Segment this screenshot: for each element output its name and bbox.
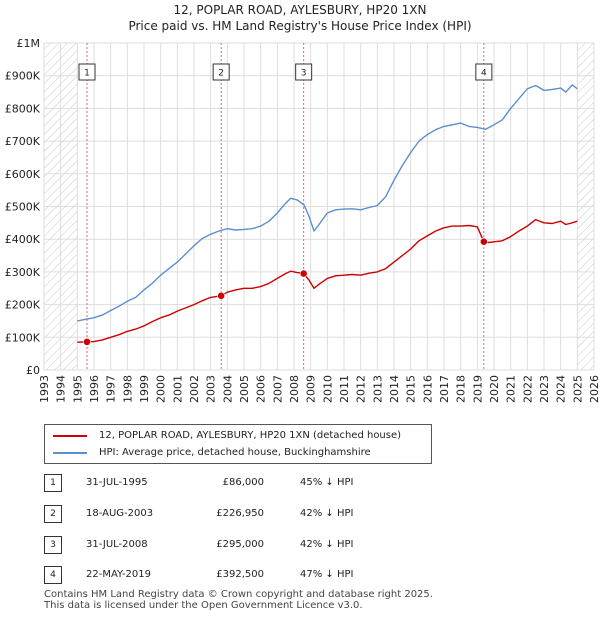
legend-label-property: 12, POPLAR ROAD, AYLESBURY, HP20 1XN (de… (99, 430, 402, 441)
x-tick-label: 2019 (471, 375, 484, 403)
x-tick-label: 2011 (338, 375, 351, 403)
sale-label-number: 2 (218, 69, 224, 79)
x-tick-label: 2010 (321, 375, 334, 403)
sale-price: £392,500 (216, 569, 264, 580)
x-tick-label: 2000 (155, 375, 168, 403)
y-tick-label: £400K (5, 233, 41, 246)
sale-price: £86,000 (222, 477, 264, 488)
x-tick-label: 2014 (388, 375, 401, 403)
y-tick-label: £0 (26, 364, 40, 377)
sale-date: 22-MAY-2019 (86, 569, 152, 580)
x-tick-label: 2025 (571, 375, 584, 403)
x-tick-label: 2018 (455, 375, 468, 403)
x-tick-label: 1997 (105, 375, 118, 403)
sale-number-badge: 4 (44, 566, 62, 584)
sale-hpi-diff: 42% ↓ HPI (300, 508, 354, 519)
footer-copyright: Contains HM Land Registry data © Crown c… (44, 589, 433, 600)
sale-label-box (212, 63, 230, 81)
chart-subtitle: Price paid vs. HM Land Registry's House … (128, 19, 472, 33)
y-tick-label: £1M (17, 37, 41, 50)
sale-point (217, 291, 226, 300)
x-tick-label: 2012 (355, 375, 368, 403)
y-tick-label: £200K (5, 299, 41, 312)
x-tick-label: 2023 (538, 375, 551, 403)
y-tick-label: £900K (5, 70, 41, 83)
sale-label-box (78, 63, 96, 81)
x-tick-label: 1993 (38, 375, 51, 403)
sale-price: £295,000 (216, 539, 264, 550)
footer-licence: This data is licensed under the Open Gov… (44, 600, 363, 611)
x-tick-label: 2003 (205, 375, 218, 403)
x-tick-label: 1994 (55, 375, 68, 403)
sale-hpi-diff: 47% ↓ HPI (300, 569, 354, 580)
sale-label-number: 1 (84, 69, 90, 79)
sale-hpi-diff: 45% ↓ HPI (300, 477, 354, 488)
y-tick-label: £600K (5, 168, 41, 181)
sale-point (83, 337, 91, 346)
legend-swatch-hpi (53, 452, 87, 454)
x-tick-label: 2016 (421, 375, 434, 403)
x-tick-label: 2024 (555, 375, 568, 403)
property-price-line (77, 218, 578, 343)
x-tick-label: 2021 (505, 375, 518, 403)
x-tick-label: 1998 (121, 375, 134, 403)
x-tick-label: 2022 (521, 375, 534, 403)
sale-number-badge: 1 (44, 474, 62, 492)
x-tick-label: 2001 (171, 375, 184, 403)
sale-label-number: 4 (481, 69, 487, 79)
x-tick-label: 2008 (288, 375, 301, 403)
legend-swatch-property (53, 435, 87, 437)
y-tick-label: £500K (5, 201, 41, 214)
x-tick-label: 2007 (271, 375, 284, 403)
chart-title: 12, POPLAR ROAD, AYLESBURY, HP20 1XN (173, 3, 427, 17)
x-tick-label: 2005 (238, 375, 251, 403)
sale-point (299, 269, 308, 278)
x-tick-label: 2002 (188, 375, 201, 403)
sale-label-box (295, 63, 313, 81)
x-tick-label: 2006 (255, 375, 268, 403)
x-tick-label: 2009 (305, 375, 318, 403)
hpi-line (77, 84, 578, 322)
x-tick-label: 2013 (371, 375, 384, 403)
sale-label-box (475, 63, 493, 81)
sale-date: 31-JUL-1995 (86, 477, 148, 488)
sale-label-number: 3 (301, 69, 307, 79)
y-tick-label: £800K (5, 102, 41, 115)
x-tick-label: 2004 (221, 375, 234, 403)
y-tick-label: £300K (5, 266, 41, 279)
x-tick-label: 1995 (71, 375, 84, 403)
legend: 12, POPLAR ROAD, AYLESBURY, HP20 1XN (de… (44, 424, 432, 464)
footer: Contains HM Land Registry data © Crown c… (44, 589, 433, 611)
sale-hpi-diff: 42% ↓ HPI (300, 539, 354, 550)
x-tick-label: 2026 (588, 375, 600, 403)
price-chart: 1 2 3 4 £0 £100K £200K £300K £400K £500K £600K £70… (5, 37, 600, 403)
x-tick-label: 1999 (138, 375, 151, 403)
sale-number-badge: 2 (44, 505, 62, 523)
sale-number-badge: 3 (44, 536, 62, 554)
x-tick-label: 2020 (488, 375, 501, 403)
x-tick-label: 2015 (405, 375, 418, 403)
legend-label-hpi: HPI: Average price, detached house, Buck… (99, 447, 371, 458)
sale-date: 18-AUG-2003 (86, 508, 154, 519)
y-tick-label: £700K (5, 135, 41, 148)
x-tick-label: 2017 (438, 375, 451, 403)
y-tick-label: £100K (5, 331, 41, 344)
x-tick-label: 1996 (88, 375, 101, 403)
sale-price: £226,950 (216, 508, 264, 519)
sale-date: 31-JUL-2008 (86, 539, 148, 550)
sale-point (479, 237, 488, 246)
